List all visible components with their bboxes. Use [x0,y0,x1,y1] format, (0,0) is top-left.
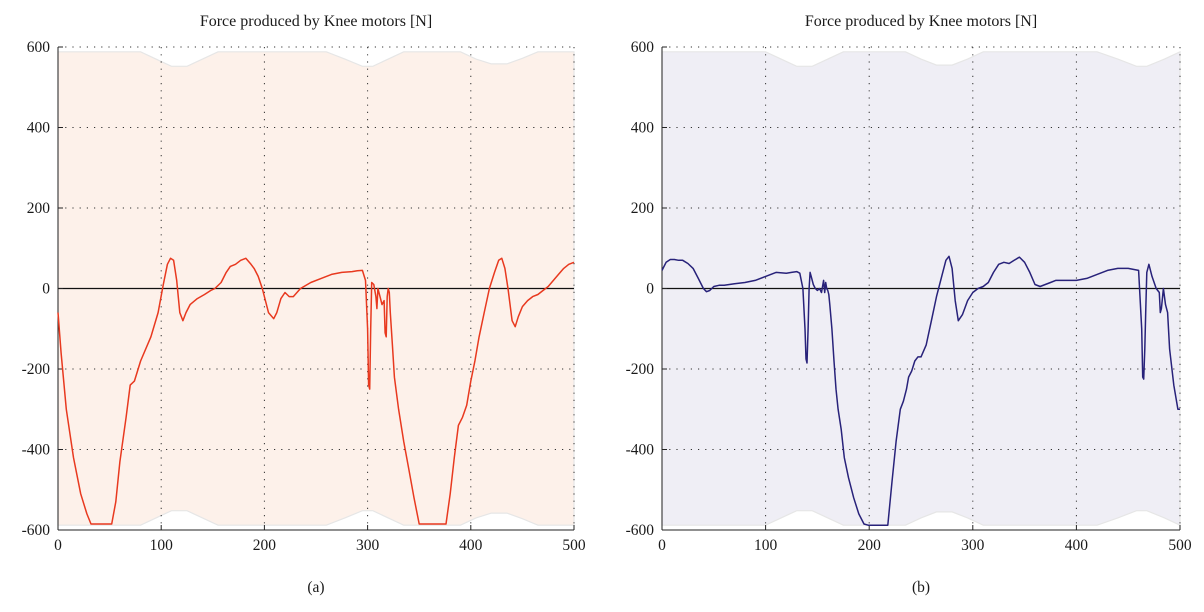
y-tick-label: -600 [22,522,51,539]
y-tick-label: 200 [631,200,655,217]
x-tick-label: 200 [858,537,882,554]
x-tick-label: 500 [562,537,586,554]
x-tick-label: 300 [961,537,985,554]
y-tick-label: 600 [631,39,655,56]
y-tick-label: -600 [626,522,655,539]
y-tick-label: -200 [626,361,655,378]
chart-title: Force produced by Knee motors [N] [200,13,432,30]
x-tick-label: 400 [459,537,483,554]
x-tick-label: 200 [253,537,277,554]
force-series-line [57,257,575,525]
x-tick-label: 0 [54,537,62,554]
y-tick-label: -200 [22,361,51,378]
x-tick-label: 300 [356,537,380,554]
force-series-line [661,255,1180,526]
x-tick-label: 400 [1065,537,1089,554]
chart-caption: (b) [912,579,930,596]
x-tick-label: 100 [754,537,778,554]
x-tick-label: 500 [1168,537,1192,554]
y-tick-label: -400 [22,442,51,459]
y-tick-label: 0 [42,281,50,298]
x-tick-label: 0 [658,537,666,554]
x-tick-label: 100 [150,537,174,554]
y-tick-label: 400 [27,120,51,137]
y-tick-label: -400 [626,442,655,459]
y-tick-label: 200 [27,200,51,217]
y-tick-label: 0 [646,281,654,298]
y-tick-label: 600 [27,39,51,56]
chart-title: Force produced by Knee motors [N] [805,13,1037,30]
y-tick-label: 400 [631,120,655,137]
chart-caption: (a) [307,579,324,596]
